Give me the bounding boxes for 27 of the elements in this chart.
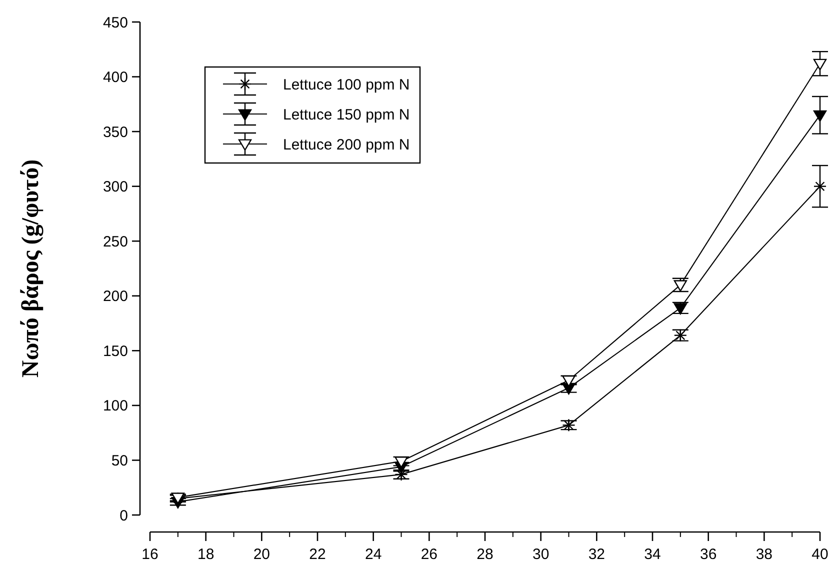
x-tick-label: 28	[476, 546, 494, 563]
y-tick-label: 200	[102, 288, 128, 306]
y-tick-label: 400	[102, 69, 128, 86]
y-tick-label: 250	[102, 233, 128, 250]
x-tick-label: 34	[644, 546, 661, 563]
y-tick-label: 450	[102, 14, 128, 32]
x-tick-label: 40	[812, 546, 828, 563]
y-tick-label: 150	[102, 342, 128, 360]
x-tick-label: 38	[756, 546, 773, 563]
x-tick-label: 22	[309, 546, 326, 563]
y-tick-label: 0	[120, 507, 128, 524]
x-tick-label: 20	[253, 546, 270, 563]
x-tick-label: 26	[420, 546, 438, 563]
y-tick-label: 50	[111, 452, 128, 470]
x-tick-label: 36	[700, 546, 717, 563]
x-tick-label: 18	[197, 546, 214, 563]
y-axis-title: Νωπό βάρος (g/φυτό)	[18, 159, 44, 378]
legend-label: Lettuce 150 ppm N	[283, 106, 410, 124]
x-tick-label: 30	[532, 546, 550, 563]
x-tick-label: 24	[364, 546, 382, 563]
legend-label: Lettuce 100 ppm N	[283, 76, 410, 94]
y-tick-label: 300	[102, 178, 128, 196]
x-tick-label: 16	[142, 546, 158, 563]
legend-label: Lettuce 200 ppm N	[283, 136, 410, 154]
y-tick-label: 350	[102, 124, 128, 141]
y-tick-label: 100	[102, 398, 128, 415]
x-tick-label: 32	[588, 546, 606, 563]
